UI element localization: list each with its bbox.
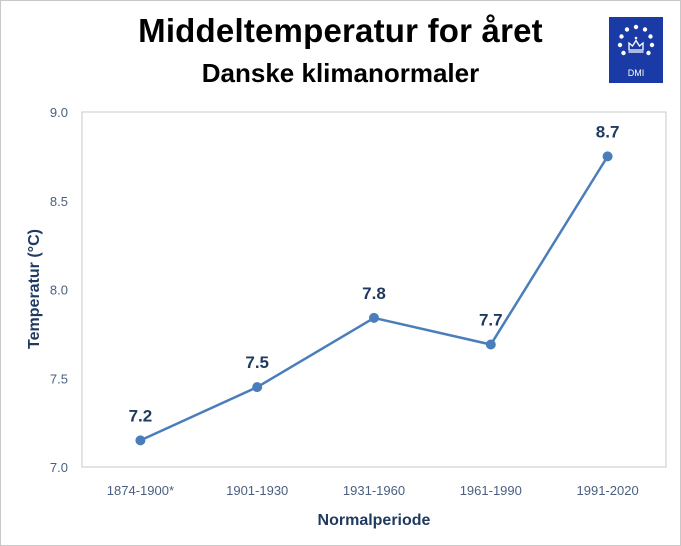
chart-subtitle: Danske klimanormaler <box>201 58 480 88</box>
data-label: 7.8 <box>362 284 386 303</box>
chart-title: Middeltemperatur for året <box>138 12 543 49</box>
crown-stars-icon <box>617 24 655 56</box>
data-points <box>135 151 613 446</box>
data-label: 7.2 <box>129 406 153 425</box>
dmi-logo: DMI <box>609 17 663 83</box>
x-tick-label: 1961-1990 <box>460 483 522 498</box>
y-tick-label: 9.0 <box>50 105 68 120</box>
x-tick-label: 1991-2020 <box>577 483 639 498</box>
data-label: 7.7 <box>479 311 503 330</box>
x-axis-title: Normalperiode <box>318 512 431 529</box>
y-tick-label: 7.0 <box>50 460 68 475</box>
x-tick-label: 1931-1960 <box>343 483 405 498</box>
data-point <box>369 312 379 323</box>
x-tick-label: 1874-1900* <box>107 483 174 498</box>
y-axis: 7.0 7.5 8.0 8.5 9.0 <box>50 105 68 475</box>
data-label: 7.5 <box>245 353 269 372</box>
data-point <box>602 151 613 162</box>
y-axis-title: Temperatur (°C) <box>26 229 43 349</box>
y-tick-label: 8.5 <box>50 194 68 209</box>
data-point <box>252 382 263 393</box>
plot-area <box>81 111 667 468</box>
data-label: 8.7 <box>596 122 620 141</box>
logo-label: DMI <box>627 68 645 78</box>
x-axis: 1874-1900* 1901-1930 1931-1960 1961-1990 199… <box>107 483 639 498</box>
data-point <box>135 435 146 446</box>
y-tick-label: 7.5 <box>50 371 68 386</box>
data-labels: 7.2 7.5 7.8 7.7 8.7 <box>129 122 620 425</box>
y-tick-label: 8.0 <box>50 283 68 298</box>
data-point <box>485 339 496 350</box>
x-tick-label: 1901-1930 <box>226 483 288 498</box>
